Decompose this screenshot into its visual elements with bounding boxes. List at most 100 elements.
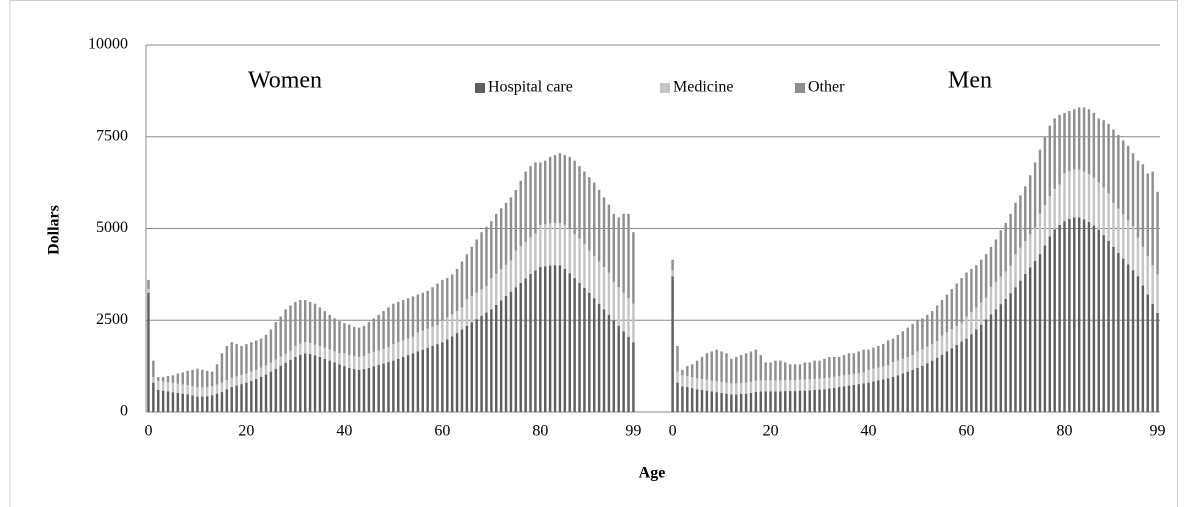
bar-segment (945, 332, 949, 352)
bar-segment (348, 367, 351, 412)
bar-segment (1038, 213, 1042, 255)
bar-segment (289, 350, 292, 360)
bar-segment (475, 292, 478, 320)
bar-segment (592, 298, 596, 412)
bar-segment (558, 153, 562, 223)
bar-segment (343, 353, 346, 367)
bar-segment (744, 353, 748, 383)
bar-segment (1092, 112, 1096, 178)
bar-segment (926, 314, 929, 347)
bar-segment (499, 300, 503, 412)
bar-segment (421, 330, 424, 350)
bar-segment (916, 320, 919, 352)
bar-segment (240, 374, 243, 385)
bar-segment (411, 353, 415, 412)
bar-segment (259, 338, 263, 368)
bar-segment (602, 197, 606, 268)
bar-segment (299, 354, 302, 412)
bar-segment (436, 325, 439, 345)
bar-segment (862, 383, 865, 412)
bar-segment (568, 273, 571, 412)
bar-segment (426, 290, 429, 329)
bar-segment (882, 379, 885, 412)
bar-segment (837, 356, 841, 377)
bar-segment (867, 349, 870, 370)
bar-segment (690, 388, 694, 412)
bar-segment (357, 369, 361, 412)
bar-segment (950, 348, 954, 412)
annotation: Women (248, 68, 322, 94)
bar-segment (715, 349, 718, 382)
bar-segment (705, 379, 709, 391)
bar-segment (548, 223, 552, 266)
bar-segment (617, 325, 620, 412)
bar-segment (299, 300, 302, 344)
bar-segment (465, 299, 469, 326)
bar-segment (808, 362, 811, 380)
bar-segment (147, 289, 150, 293)
bar-segment (377, 365, 380, 412)
bar-segment (460, 329, 464, 412)
legend-label: Medicine (673, 79, 733, 96)
bar-segment (225, 380, 229, 390)
bar-segment (441, 342, 444, 412)
bar-segment (1048, 196, 1052, 237)
x-axis-label: Age (639, 465, 666, 482)
bar-segment (818, 378, 821, 390)
bar-segment (303, 300, 307, 343)
bar-segment (1043, 245, 1047, 412)
bar-segment (230, 377, 233, 388)
bar-segment (945, 294, 949, 333)
bar-segment (833, 356, 836, 377)
bar-segment (382, 348, 385, 364)
bar-segment (1117, 134, 1120, 209)
bar-segment (250, 342, 253, 372)
bar-segment (181, 393, 184, 412)
bar-segment (901, 331, 905, 359)
bar-segment (289, 305, 292, 351)
y-tick-label: 5000 (96, 219, 128, 236)
bar-segment (1068, 111, 1071, 172)
bar-segment (191, 395, 194, 412)
bar-segment (1107, 193, 1110, 241)
bar-segment (157, 377, 160, 381)
bar-segment (357, 327, 361, 357)
bar-segment (970, 334, 973, 412)
bar-segment (544, 266, 547, 412)
legend-label: Hospital care (488, 79, 573, 96)
bar-segment (1043, 205, 1047, 246)
bar-segment (681, 375, 684, 387)
bar-segment (1087, 109, 1091, 175)
bar-segment (784, 380, 787, 392)
bar-segment (318, 356, 322, 412)
bar-segment (813, 389, 816, 412)
bar-segment (989, 246, 993, 287)
bar-segment (759, 355, 762, 381)
bar-segment (245, 382, 248, 412)
bar-segment (215, 364, 219, 385)
bar-segment (999, 276, 1003, 305)
bar-segment (764, 391, 767, 412)
bar-segment (1141, 246, 1145, 286)
bar-segment (671, 270, 674, 277)
bar-segment (999, 304, 1003, 412)
bar-segment (779, 360, 782, 381)
bar-segment (284, 353, 287, 363)
bar-segment (818, 389, 821, 412)
bar-segment (411, 336, 415, 354)
bar-segment (328, 360, 331, 412)
bar-segment (426, 328, 429, 348)
bar-segment (877, 367, 880, 381)
bar-segment (475, 239, 478, 293)
bar-segment (161, 390, 165, 412)
bar-segment (607, 314, 611, 412)
bar-segment (431, 345, 434, 412)
bar-segment (171, 392, 175, 412)
bar-segment (671, 259, 674, 271)
bar-segment (1077, 107, 1081, 170)
x-tick-label: 0 (669, 423, 677, 440)
bar-segment (157, 380, 160, 390)
bar-segment (352, 369, 356, 412)
bar-segment (196, 387, 199, 397)
